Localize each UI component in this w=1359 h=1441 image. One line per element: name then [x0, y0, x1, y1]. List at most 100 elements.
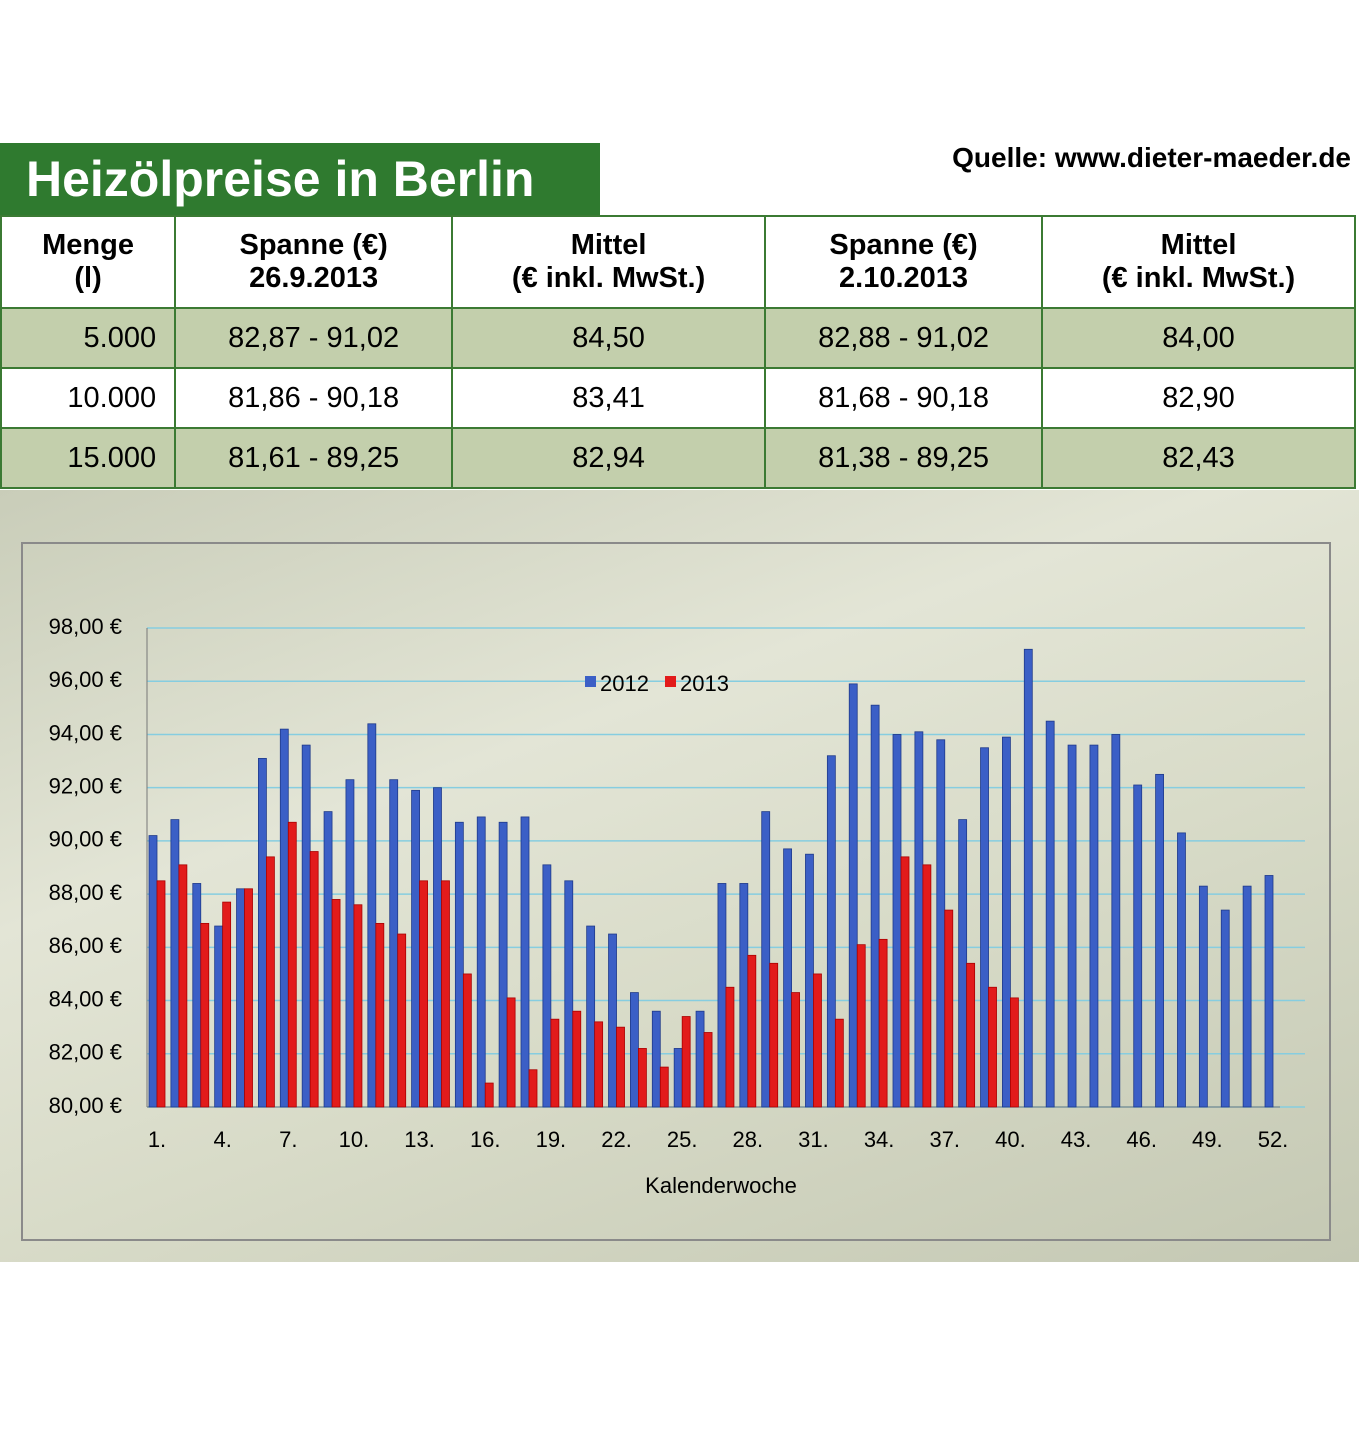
x-tick-label: 49. [1192, 1127, 1223, 1152]
y-tick-label: 94,00 € [49, 720, 122, 745]
bar [375, 922, 385, 1108]
bar [616, 1026, 625, 1108]
y-tick-label: 84,00 € [49, 986, 122, 1011]
cell: 82,94 [451, 427, 767, 489]
row: 5.000 82,87 - 91,02 84,50 82,88 - 91,02 84,0… [0, 307, 1356, 369]
x-tick-label: 10. [339, 1127, 370, 1152]
bar [739, 883, 749, 1108]
cell: 83,41 [451, 367, 767, 429]
x-tick-label: 52. [1258, 1127, 1289, 1152]
cell: 81,68 - 90,18 [764, 367, 1044, 429]
bar [353, 904, 363, 1108]
bar [1198, 885, 1208, 1108]
header-line: 26.9.2013 [249, 262, 379, 294]
header-line: (€ inkl. MwSt.) [511, 262, 706, 294]
x-tick-label: 1. [148, 1127, 166, 1152]
bar [980, 747, 989, 1108]
bar [834, 1018, 844, 1108]
bar [528, 1069, 538, 1108]
bar [506, 997, 516, 1108]
bar [673, 1048, 683, 1108]
x-tick-label: 16. [470, 1127, 501, 1152]
bar [1133, 784, 1143, 1108]
y-tick-label: 98,00 € [49, 614, 122, 639]
cell: 5.000 [0, 307, 177, 369]
bar [542, 864, 552, 1108]
bar [222, 901, 232, 1108]
source: Quelle: www.dieter-maeder.de [952, 142, 1351, 173]
bar [520, 816, 530, 1108]
header-line: Spanne (€) [829, 229, 978, 261]
bar [936, 739, 946, 1108]
cell: 82,90 [1041, 367, 1356, 429]
bar [761, 811, 771, 1108]
bar [630, 992, 639, 1108]
header-line: Menge [42, 229, 134, 261]
bar [178, 864, 188, 1108]
bar [878, 938, 888, 1108]
x-tick-label: 37. [929, 1127, 960, 1152]
bar [301, 744, 311, 1108]
bar [1177, 832, 1186, 1108]
bar [900, 856, 910, 1108]
header-cell: Mittel (€ inkl. MwSt.) [451, 215, 767, 309]
bar [791, 992, 800, 1108]
header-cell: Spanne (€) 2.10.2013 [764, 215, 1044, 309]
header-cell: Spanne (€) 26.9.2013 [174, 215, 454, 309]
bar [717, 883, 727, 1108]
bar [258, 757, 267, 1108]
header-line: 2.10.2013 [839, 262, 969, 294]
header-cell: Mittel (€ inkl. MwSt.) [1041, 215, 1356, 309]
cell: 81,38 - 89,25 [764, 427, 1044, 489]
cell: 82,43 [1041, 427, 1356, 489]
legend-label: 2012 [600, 671, 649, 696]
bar [914, 731, 924, 1108]
y-tick-label: 96,00 € [49, 667, 122, 692]
bar [462, 973, 472, 1108]
header-line: Spanne (€) [239, 229, 388, 261]
chart-frame [21, 542, 1331, 1241]
x-tick-label: 43. [1061, 1127, 1092, 1152]
cell: 15.000 [0, 427, 177, 489]
bar [1010, 997, 1019, 1108]
bar [594, 1021, 604, 1108]
bar [484, 1082, 494, 1108]
cell: 10.000 [0, 367, 177, 429]
cell: 84,50 [451, 307, 767, 369]
legend-label: 2013 [680, 671, 729, 696]
x-tick-label: 22. [601, 1127, 632, 1152]
bar [550, 1018, 560, 1108]
background [0, 490, 1359, 1262]
bar [367, 723, 377, 1108]
bar [1089, 744, 1099, 1108]
row: 15.000 81,61 - 89,25 82,94 81,38 - 89,25 82,… [0, 427, 1356, 489]
bar [813, 973, 822, 1108]
bar [1155, 773, 1164, 1108]
bar [638, 1048, 647, 1108]
bar [608, 933, 617, 1108]
bar [331, 899, 341, 1108]
bar [870, 704, 880, 1108]
bar [944, 909, 954, 1108]
bar [170, 819, 180, 1108]
y-tick-label: 82,00 € [49, 1040, 122, 1065]
bar [572, 1010, 582, 1108]
legend-swatch [585, 676, 596, 687]
bar [805, 853, 814, 1108]
header-row: Menge (l) Spanne (€) 26.9.2013 Mittel (€ inkl… [0, 215, 1356, 309]
x-axis-label: Kalenderwoche [645, 1173, 797, 1198]
bar [397, 933, 407, 1108]
cell: 81,61 - 89,25 [174, 427, 454, 489]
bar [1002, 736, 1011, 1108]
bar [287, 821, 297, 1108]
bar [441, 880, 450, 1108]
bar [922, 864, 932, 1108]
bar [498, 821, 508, 1108]
bar [214, 925, 224, 1108]
bar [419, 880, 428, 1108]
bar [1023, 648, 1033, 1108]
header-line: (€ inkl. MwSt.) [1101, 262, 1296, 294]
bar [703, 1032, 713, 1108]
bar [892, 734, 902, 1108]
